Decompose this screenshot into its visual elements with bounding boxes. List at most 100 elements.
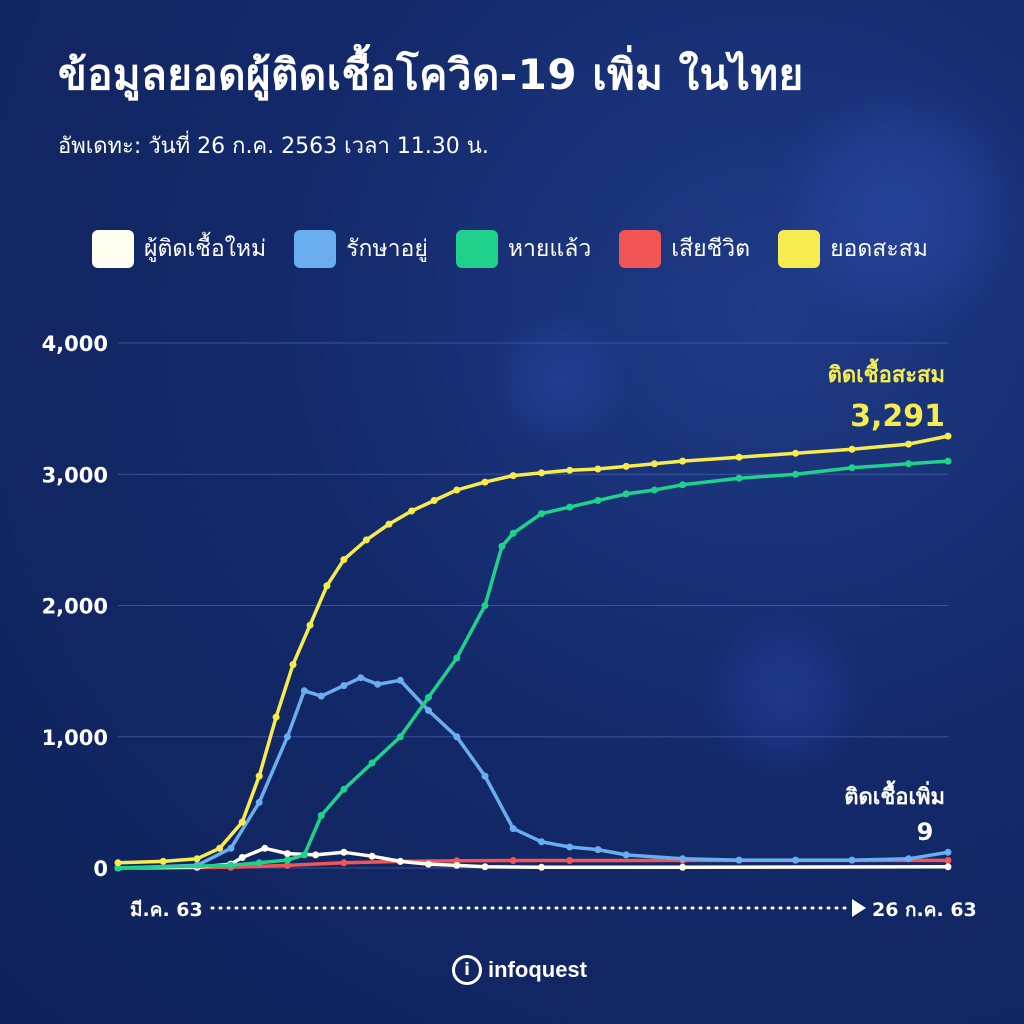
series-line [116,846,950,870]
data-point [848,856,856,864]
data-point [509,857,517,864]
x-axis-end-label: 26 ก.ค. 63 [872,899,977,921]
series-line [116,459,950,870]
legend-swatch-cumulative [778,230,821,268]
data-point [481,863,489,871]
data-point [396,676,404,684]
data-point [255,772,263,780]
legend-item-new-cases: ผู้ติดเชื้อใหม่ [92,230,266,268]
data-point [538,510,545,518]
data-point [368,759,376,767]
data-point [283,861,291,869]
data-point [792,470,800,478]
data-point [255,798,263,806]
data-point [238,818,246,826]
data-point [159,857,167,865]
legend-label-cumulative: ยอดสะสม [830,236,928,262]
data-point [944,848,952,856]
legend-swatch-new-cases [92,230,134,268]
data-point [792,856,800,864]
data-point [622,490,630,498]
total-cases-value: 3,291 [850,399,945,434]
data-point [735,474,743,482]
data-point [509,472,517,480]
data-point [650,486,658,494]
data-point [594,846,602,854]
series-group [114,432,952,867]
data-point [735,453,743,461]
virus-decoration-large [770,80,1024,340]
data-point [453,486,461,494]
data-point [566,843,574,851]
data-point [792,449,800,457]
data-point [323,582,331,590]
series-lines [114,432,952,872]
data-point [114,859,122,867]
data-point [425,707,432,714]
x-axis-arrow-icon [852,899,866,917]
gridlines [118,342,948,869]
data-point [340,556,348,564]
legend-item-deaths: เสียชีวิต [619,230,750,268]
data-point [905,440,912,448]
data-point [498,542,506,550]
y-axis-ticks: 0 1,000 2,000 3,000 4,000 [42,332,108,881]
data-point [481,602,489,609]
data-point [650,460,658,468]
data-point [385,520,393,528]
data-point [453,733,461,741]
data-point [261,844,269,852]
data-point [227,844,235,852]
data-point [679,863,687,871]
data-point [848,445,856,453]
data-point [300,687,308,695]
data-point [374,680,382,688]
y-tick-label: 0 [93,857,108,881]
data-point [362,536,370,544]
data-point [453,654,461,662]
data-point [408,507,416,515]
data-point [679,481,687,489]
data-point [944,457,952,465]
data-point [396,857,404,865]
legend-label-recovered: หายแล้ว [507,236,592,262]
info-icon: i [452,955,482,985]
data-point [114,864,122,872]
legend-label-deaths: เสียชีวิต [671,236,751,262]
legend-label-new-cases: ผู้ติดเชื้อใหม่ [144,236,267,262]
data-point [238,854,246,861]
data-point [216,844,224,852]
data-point [306,621,314,629]
legend-item-in-treatment: รักษาอยู่ [294,230,428,268]
new-cases-label: ติดเชื้อเพิ่ม [844,780,945,810]
data-point [453,861,461,869]
data-point [566,466,574,474]
data-point [679,855,687,863]
data-point [317,812,325,819]
virus-decoration-small [700,610,870,780]
data-point [289,661,297,669]
data-point [312,851,320,859]
data-point [425,860,432,868]
data-point [509,529,517,537]
data-point [193,855,201,863]
series-group [114,674,952,872]
page-title: ข้อมูลยอดผู้ติดเชื้อโควิด-19 เพิ่ม ในไทย [58,50,804,99]
data-point [905,855,912,863]
data-point [509,825,517,833]
data-point [566,503,574,511]
data-point [538,469,545,477]
data-point [944,863,952,871]
data-point [357,674,365,682]
data-point [272,713,280,721]
series-line [116,434,950,865]
data-point [622,851,630,859]
data-point [368,852,376,860]
data-point [905,460,912,468]
legend-label-in-treatment: รักษาอยู่ [346,236,428,262]
data-point [430,497,438,504]
update-subtitle: อัพเดทะ: วันที่ 26 ก.ค. 2563 เวลา 11.30 … [58,134,489,159]
data-point [481,478,489,486]
total-cases-label: ติดเชื้อสะสม [828,358,945,388]
legend-item-recovered: หายแล้ว [455,230,592,268]
